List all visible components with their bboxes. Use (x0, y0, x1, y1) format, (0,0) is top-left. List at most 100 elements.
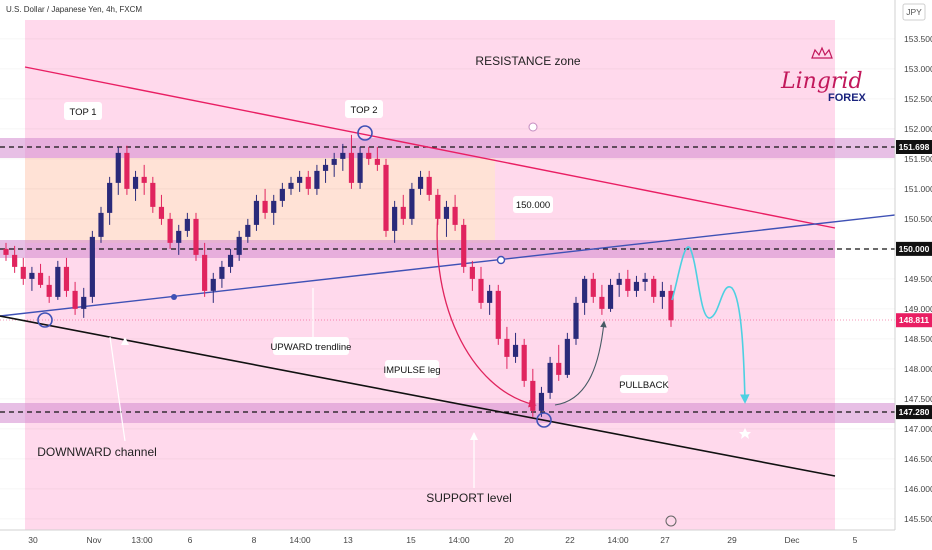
y-tick-label: 148.000 (904, 364, 932, 374)
x-tick-label: 27 (660, 535, 670, 545)
trendline-touch-dot (171, 294, 177, 300)
x-ticks: 30 Nov 13:00 6 8 14:00 13 15 14:00 20 22 14:00 27 29 D… (28, 535, 857, 545)
candle-body (461, 224, 467, 267)
candle-body (98, 212, 104, 237)
candle-body (150, 182, 156, 207)
candle-body (504, 338, 510, 357)
crown-icon (811, 46, 833, 59)
logo-text: Lingrid (780, 69, 863, 94)
top1-label-box (64, 102, 102, 120)
price-tag-label: 150.000 (899, 244, 930, 254)
x-tick-label: 20 (504, 535, 514, 545)
star-icon (739, 428, 751, 439)
candle-body (478, 278, 484, 303)
candle-body (132, 176, 139, 189)
impulse-label: IMPULSE leg (383, 365, 440, 376)
candle-body (487, 290, 493, 303)
candle-body (564, 338, 570, 375)
candle-body (374, 158, 380, 165)
candle-body (642, 278, 648, 282)
y-tick-label: 151.500 (904, 154, 932, 164)
pullback-arrow (554, 320, 607, 406)
candle-body (331, 158, 337, 165)
impulse-label-box (385, 360, 439, 378)
event-down-icon (528, 122, 538, 132)
price-tag-label: 147.280 (899, 407, 930, 417)
y-tick-label: 149.500 (904, 274, 932, 284)
impulse-arrow (436, 194, 537, 408)
candle-body (55, 266, 61, 297)
support-circle-marker (536, 412, 552, 428)
candle-body (176, 230, 182, 243)
top2-circle-marker (357, 125, 373, 141)
upward-trendline (0, 214, 896, 317)
candle-body (443, 206, 450, 219)
candle-body (115, 152, 121, 183)
candle-body (651, 278, 657, 297)
candle-body (452, 206, 458, 225)
top1-label: TOP 1 (69, 107, 96, 118)
grid (0, 38, 895, 520)
x-tick-label: 29 (727, 535, 737, 545)
trendline-break-dot (496, 255, 506, 265)
candle-body (253, 200, 260, 225)
candle-body (141, 176, 147, 183)
downward-channel-label: DOWNWARD channel (37, 445, 157, 459)
support-band (0, 403, 895, 423)
price-tag-label: 148.811 (899, 315, 930, 325)
y-tick-label: 148.500 (904, 334, 932, 344)
level-150-label: 150.000 (516, 200, 550, 211)
candle-body (184, 218, 190, 231)
x-tick-label: 13:00 (131, 535, 153, 545)
upward-trendline-label-box (273, 337, 349, 355)
candle-body (607, 284, 614, 309)
y-tick-label: 146.500 (904, 454, 932, 464)
y-tick-label: 147.000 (904, 424, 932, 434)
price-tag-bg (896, 241, 932, 256)
candle-body (29, 272, 35, 279)
y-ticks: 153.500 153.000 152.500 152.000 151.500 151.0… (904, 34, 932, 524)
candle-body (279, 188, 285, 201)
candles (3, 134, 674, 417)
symbol-title: U.S. Dollar / Japanese Yen, 4h, FXCM (6, 5, 142, 14)
candle-body (236, 236, 242, 255)
candle-body (495, 290, 501, 339)
top2-label-box (345, 100, 383, 118)
y-tick-label: 149.000 (904, 304, 932, 314)
support-level-label: SUPPORT level (426, 491, 512, 505)
candle-body (582, 278, 588, 303)
x-tick-label: 15 (406, 535, 416, 545)
candle-body (193, 218, 199, 255)
low-circle-marker (37, 312, 53, 328)
x-tick-label: 13 (343, 535, 353, 545)
candle-body (573, 302, 579, 339)
candle-body (435, 194, 441, 219)
range-box (25, 158, 495, 243)
y-tick-label: 151.000 (904, 184, 932, 194)
candle-body (81, 296, 87, 309)
candle-body (668, 290, 674, 321)
candle-body (348, 152, 355, 183)
currency-box[interactable] (902, 3, 926, 21)
price-tag-bg (896, 313, 932, 328)
y-tick-label: 152.000 (904, 124, 932, 134)
candle-body (530, 380, 536, 411)
candle-body (288, 182, 294, 189)
currency-label: JPY (906, 7, 922, 17)
candle-body (322, 164, 329, 171)
time-axis (0, 530, 932, 550)
price-tags: 151.698 150.000 148.811 147.280 (896, 140, 932, 420)
price-tag-bg (896, 405, 932, 420)
candle-body (659, 290, 665, 297)
candle-body (538, 392, 545, 411)
channel-pointer-head (121, 337, 129, 345)
candle-body (107, 182, 113, 213)
candle-body (245, 224, 251, 237)
x-tick-label: 14:00 (607, 535, 629, 545)
candle-body (37, 272, 44, 285)
candle-body (219, 266, 225, 279)
candle-body (46, 284, 52, 297)
candle-body (314, 170, 320, 189)
